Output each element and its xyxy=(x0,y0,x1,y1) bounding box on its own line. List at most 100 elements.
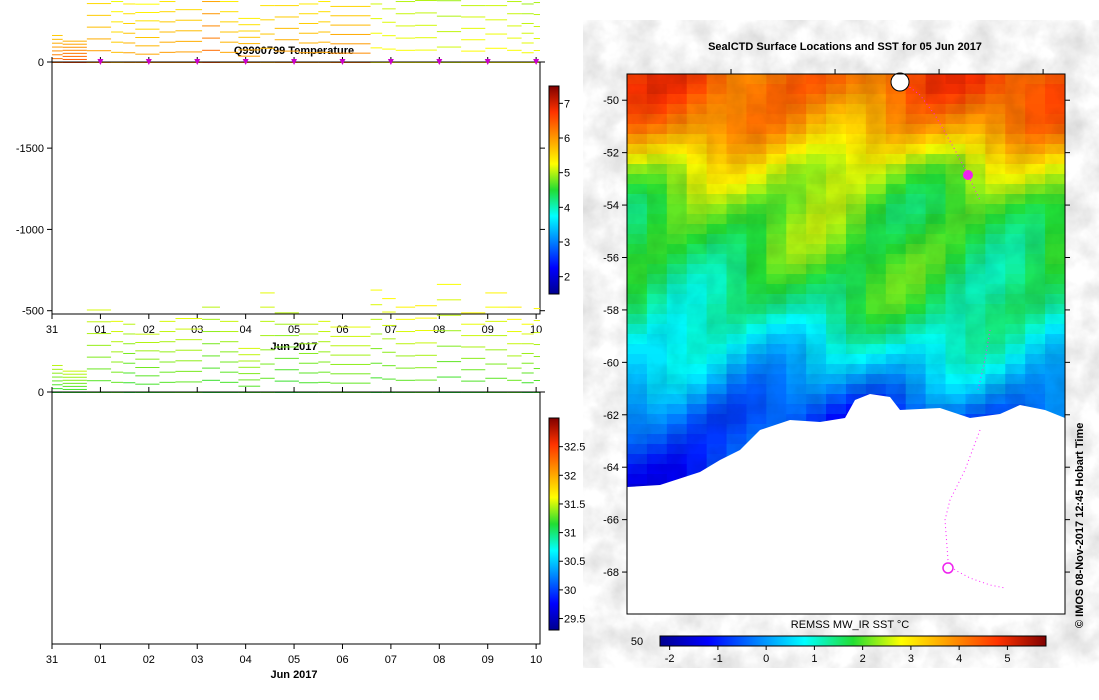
x-tick-label: 31 xyxy=(46,324,58,336)
imos-credit: © IMOS 08-Nov-2017 12:45 Hobart Time xyxy=(1074,423,1086,628)
colorbar-tick-label: 29.5 xyxy=(564,614,585,626)
profile-cell xyxy=(436,299,462,301)
profile-cell xyxy=(370,348,383,350)
profile-cell xyxy=(111,1,124,3)
profile-cell xyxy=(533,38,540,40)
profile-cell xyxy=(318,41,331,43)
profile-cell xyxy=(202,25,220,27)
profile-cell xyxy=(159,31,176,33)
profile-cell xyxy=(111,341,124,343)
lat-tick-label: -60 xyxy=(603,357,619,369)
profile-cell xyxy=(382,378,396,380)
lat-tick-label: -68 xyxy=(603,567,619,579)
profile-cell xyxy=(219,381,239,383)
profile-cell xyxy=(485,5,508,7)
profile-cell xyxy=(370,304,383,306)
profile-cell xyxy=(238,354,261,356)
profile-cell xyxy=(123,352,136,354)
profile-cell xyxy=(436,15,462,17)
profile-cell xyxy=(533,320,540,322)
profile-marker xyxy=(194,59,201,65)
profile-cell xyxy=(415,317,437,319)
y-tick-label: -1000 xyxy=(16,224,44,236)
profile-cell xyxy=(415,37,437,39)
profile-cell xyxy=(461,16,486,18)
profile-cell xyxy=(330,15,371,17)
profile-cell xyxy=(123,343,136,345)
profile-cell xyxy=(521,13,534,15)
profile-cell xyxy=(298,52,319,54)
profile-marker xyxy=(291,59,298,65)
profile-cell xyxy=(382,338,396,340)
profile-cell xyxy=(62,58,87,60)
profile-cell xyxy=(298,3,319,5)
profile-cell xyxy=(135,45,160,47)
profile-cell xyxy=(274,357,299,359)
profile-cell xyxy=(395,367,416,369)
profile-cell xyxy=(382,35,396,37)
profile-cell xyxy=(318,21,331,23)
profile-cell xyxy=(370,362,383,364)
sst-map-panel: SealCTD Surface Locations and SST for 05… xyxy=(603,41,1086,665)
profile-cell xyxy=(533,50,540,52)
profile-cell xyxy=(370,32,383,34)
profile-cell xyxy=(111,351,124,353)
profile-cell xyxy=(298,343,319,345)
profile-cell xyxy=(202,1,220,3)
profile-cell xyxy=(260,292,275,294)
profile-cell xyxy=(123,372,136,374)
profile-cell xyxy=(507,331,522,333)
profile-cell xyxy=(395,25,416,27)
profile-cell xyxy=(52,364,63,366)
profile-cell xyxy=(395,37,416,39)
profile-cell xyxy=(318,320,331,322)
profile-cell xyxy=(219,51,239,53)
profile-cell xyxy=(415,354,437,356)
profile-cell xyxy=(202,379,220,381)
profile-marker xyxy=(242,59,249,65)
profile-cell xyxy=(260,5,275,7)
profile-cell xyxy=(533,14,540,16)
profile-cell xyxy=(175,370,203,372)
profile-cell xyxy=(86,14,112,16)
temperature-panel: Q9900799 Temperature 0-500-1000-15003101… xyxy=(38,0,570,353)
profile-cell xyxy=(123,3,136,5)
profile-cell xyxy=(135,358,160,360)
colorbar-tick-label: 2 xyxy=(564,272,570,284)
profile-cell xyxy=(274,312,299,314)
profile-cell xyxy=(238,55,261,57)
profile-cell xyxy=(330,345,371,347)
profile-cell xyxy=(123,382,136,384)
profile-cell xyxy=(135,367,160,369)
profile-cell xyxy=(135,350,160,352)
profile-cell xyxy=(507,1,522,3)
profile-cell xyxy=(415,12,437,14)
profile-cell xyxy=(461,50,486,52)
profile-cell xyxy=(52,368,63,370)
profile-cell xyxy=(238,379,261,381)
profile-cell xyxy=(274,369,299,371)
profile-cell xyxy=(298,333,319,335)
profile-marker xyxy=(533,59,540,65)
profile-cell xyxy=(330,326,371,328)
sst-colorbar-tick-label: -1 xyxy=(713,653,723,665)
profile-cell xyxy=(298,352,319,354)
profile-cell xyxy=(135,3,160,5)
profile-cell xyxy=(330,382,371,384)
profile-cell xyxy=(52,54,63,56)
x-tick-label: 08 xyxy=(433,324,445,336)
profile-cell xyxy=(318,381,331,383)
profile-cell xyxy=(415,0,437,2)
colorbar-tick-label: 31.5 xyxy=(564,499,585,511)
profile-cell xyxy=(415,24,437,26)
profile-cell xyxy=(461,27,486,29)
profile-cell xyxy=(521,343,534,345)
profile-cell xyxy=(485,335,508,337)
x-tick-label: 09 xyxy=(482,324,494,336)
profile-cell xyxy=(370,333,383,335)
sst-colorbar xyxy=(659,635,1047,647)
profile-cell xyxy=(415,330,437,332)
profile-cell xyxy=(330,24,371,26)
profile-cell xyxy=(111,361,124,363)
profile-cell xyxy=(202,355,220,357)
